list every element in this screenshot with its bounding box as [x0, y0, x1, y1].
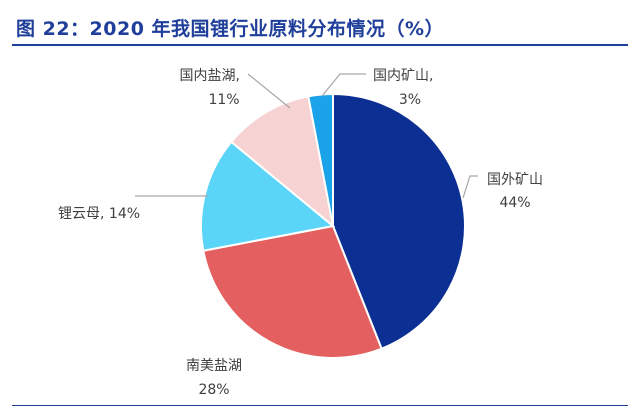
label-国内矿山-value: 3%: [399, 92, 421, 108]
leader-line-国内盐湖: [247, 73, 291, 109]
label-国内矿山-separator: ,: [429, 68, 433, 84]
label-锂云母-name: 锂云母: [58, 206, 100, 222]
label-国外矿山-name: 国外矿山: [487, 172, 543, 188]
pie-slice-国内盐湖: [229, 95, 335, 229]
bottom-divider: [12, 405, 628, 406]
label-国内盐湖-separator: ,: [236, 68, 240, 84]
pie-slice-国内矿山: [307, 92, 334, 227]
label-国内盐湖-value: 11%: [208, 92, 239, 108]
label-国内矿山-name-text: 国内矿山: [373, 68, 429, 84]
label-锂云母-value: 14%: [109, 206, 140, 222]
label-锂云母-separator: ,: [100, 206, 109, 222]
leader-lines: [135, 73, 478, 199]
pie-slice-南美盐湖: [202, 224, 383, 359]
label-国内盐湖-name: 国内盐湖,: [180, 68, 240, 84]
leader-line-国内矿山: [321, 73, 366, 97]
label-锂云母: 锂云母, 14%: [58, 206, 140, 222]
label-国内矿山-name: 国内矿山,: [373, 68, 433, 84]
pie-slice-锂云母: [200, 140, 336, 252]
label-国外矿山-value: 44%: [499, 195, 530, 211]
label-南美盐湖-value: 28%: [198, 382, 229, 398]
pie-slice-国外矿山: [332, 92, 466, 351]
leader-line-国外矿山: [462, 175, 478, 199]
title-divider: [12, 44, 628, 46]
figure-title: 图 22：2020 年我国锂行业原料分布情况（%）: [16, 18, 445, 40]
label-国内盐湖-name-text: 国内盐湖: [180, 68, 236, 84]
pie-slices: [200, 92, 466, 359]
label-南美盐湖-name: 南美盐湖: [186, 358, 242, 374]
